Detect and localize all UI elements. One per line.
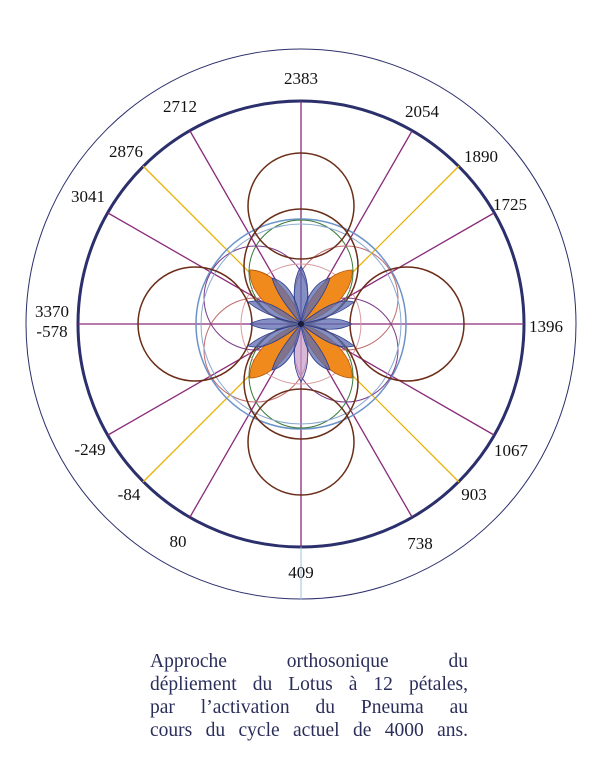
caption: Approche orthosonique du dépliement du L… [150, 650, 468, 742]
seed-circles [200, 219, 402, 429]
lotus-diagram: 2383 2054 1890 1725 1396 1067 903 738 40… [25, 48, 577, 600]
blue-petals [247, 265, 355, 383]
label-minus-84: -84 [118, 485, 141, 504]
label-3041: 3041 [71, 187, 105, 206]
caption-line-1: Approche orthosonique du [150, 651, 468, 672]
label-80: 80 [170, 532, 187, 551]
label-2712: 2712 [163, 97, 197, 116]
label-minus-249: -249 [74, 440, 105, 459]
label-1890: 1890 [464, 147, 498, 166]
label-minus-578: -578 [36, 322, 67, 341]
label-1725: 1725 [493, 195, 527, 214]
label-1067: 1067 [494, 441, 529, 460]
label-3370: 3370 [35, 302, 69, 321]
central-blue-circle [195, 218, 407, 430]
caption-line-2: dépliement du Lotus à 12 pétales, [150, 674, 468, 695]
label-409: 409 [288, 563, 314, 582]
caption-line-4: cours du cycle actuel de 4000 ans. [150, 720, 468, 741]
label-2876: 2876 [109, 142, 143, 161]
label-903: 903 [461, 485, 487, 504]
label-2054: 2054 [405, 102, 440, 121]
label-2383: 2383 [284, 69, 318, 88]
caption-line-3: par l’activation du Pneuma au [150, 697, 468, 718]
center-dot [298, 321, 304, 327]
label-1396: 1396 [529, 317, 563, 336]
label-738: 738 [407, 534, 433, 553]
